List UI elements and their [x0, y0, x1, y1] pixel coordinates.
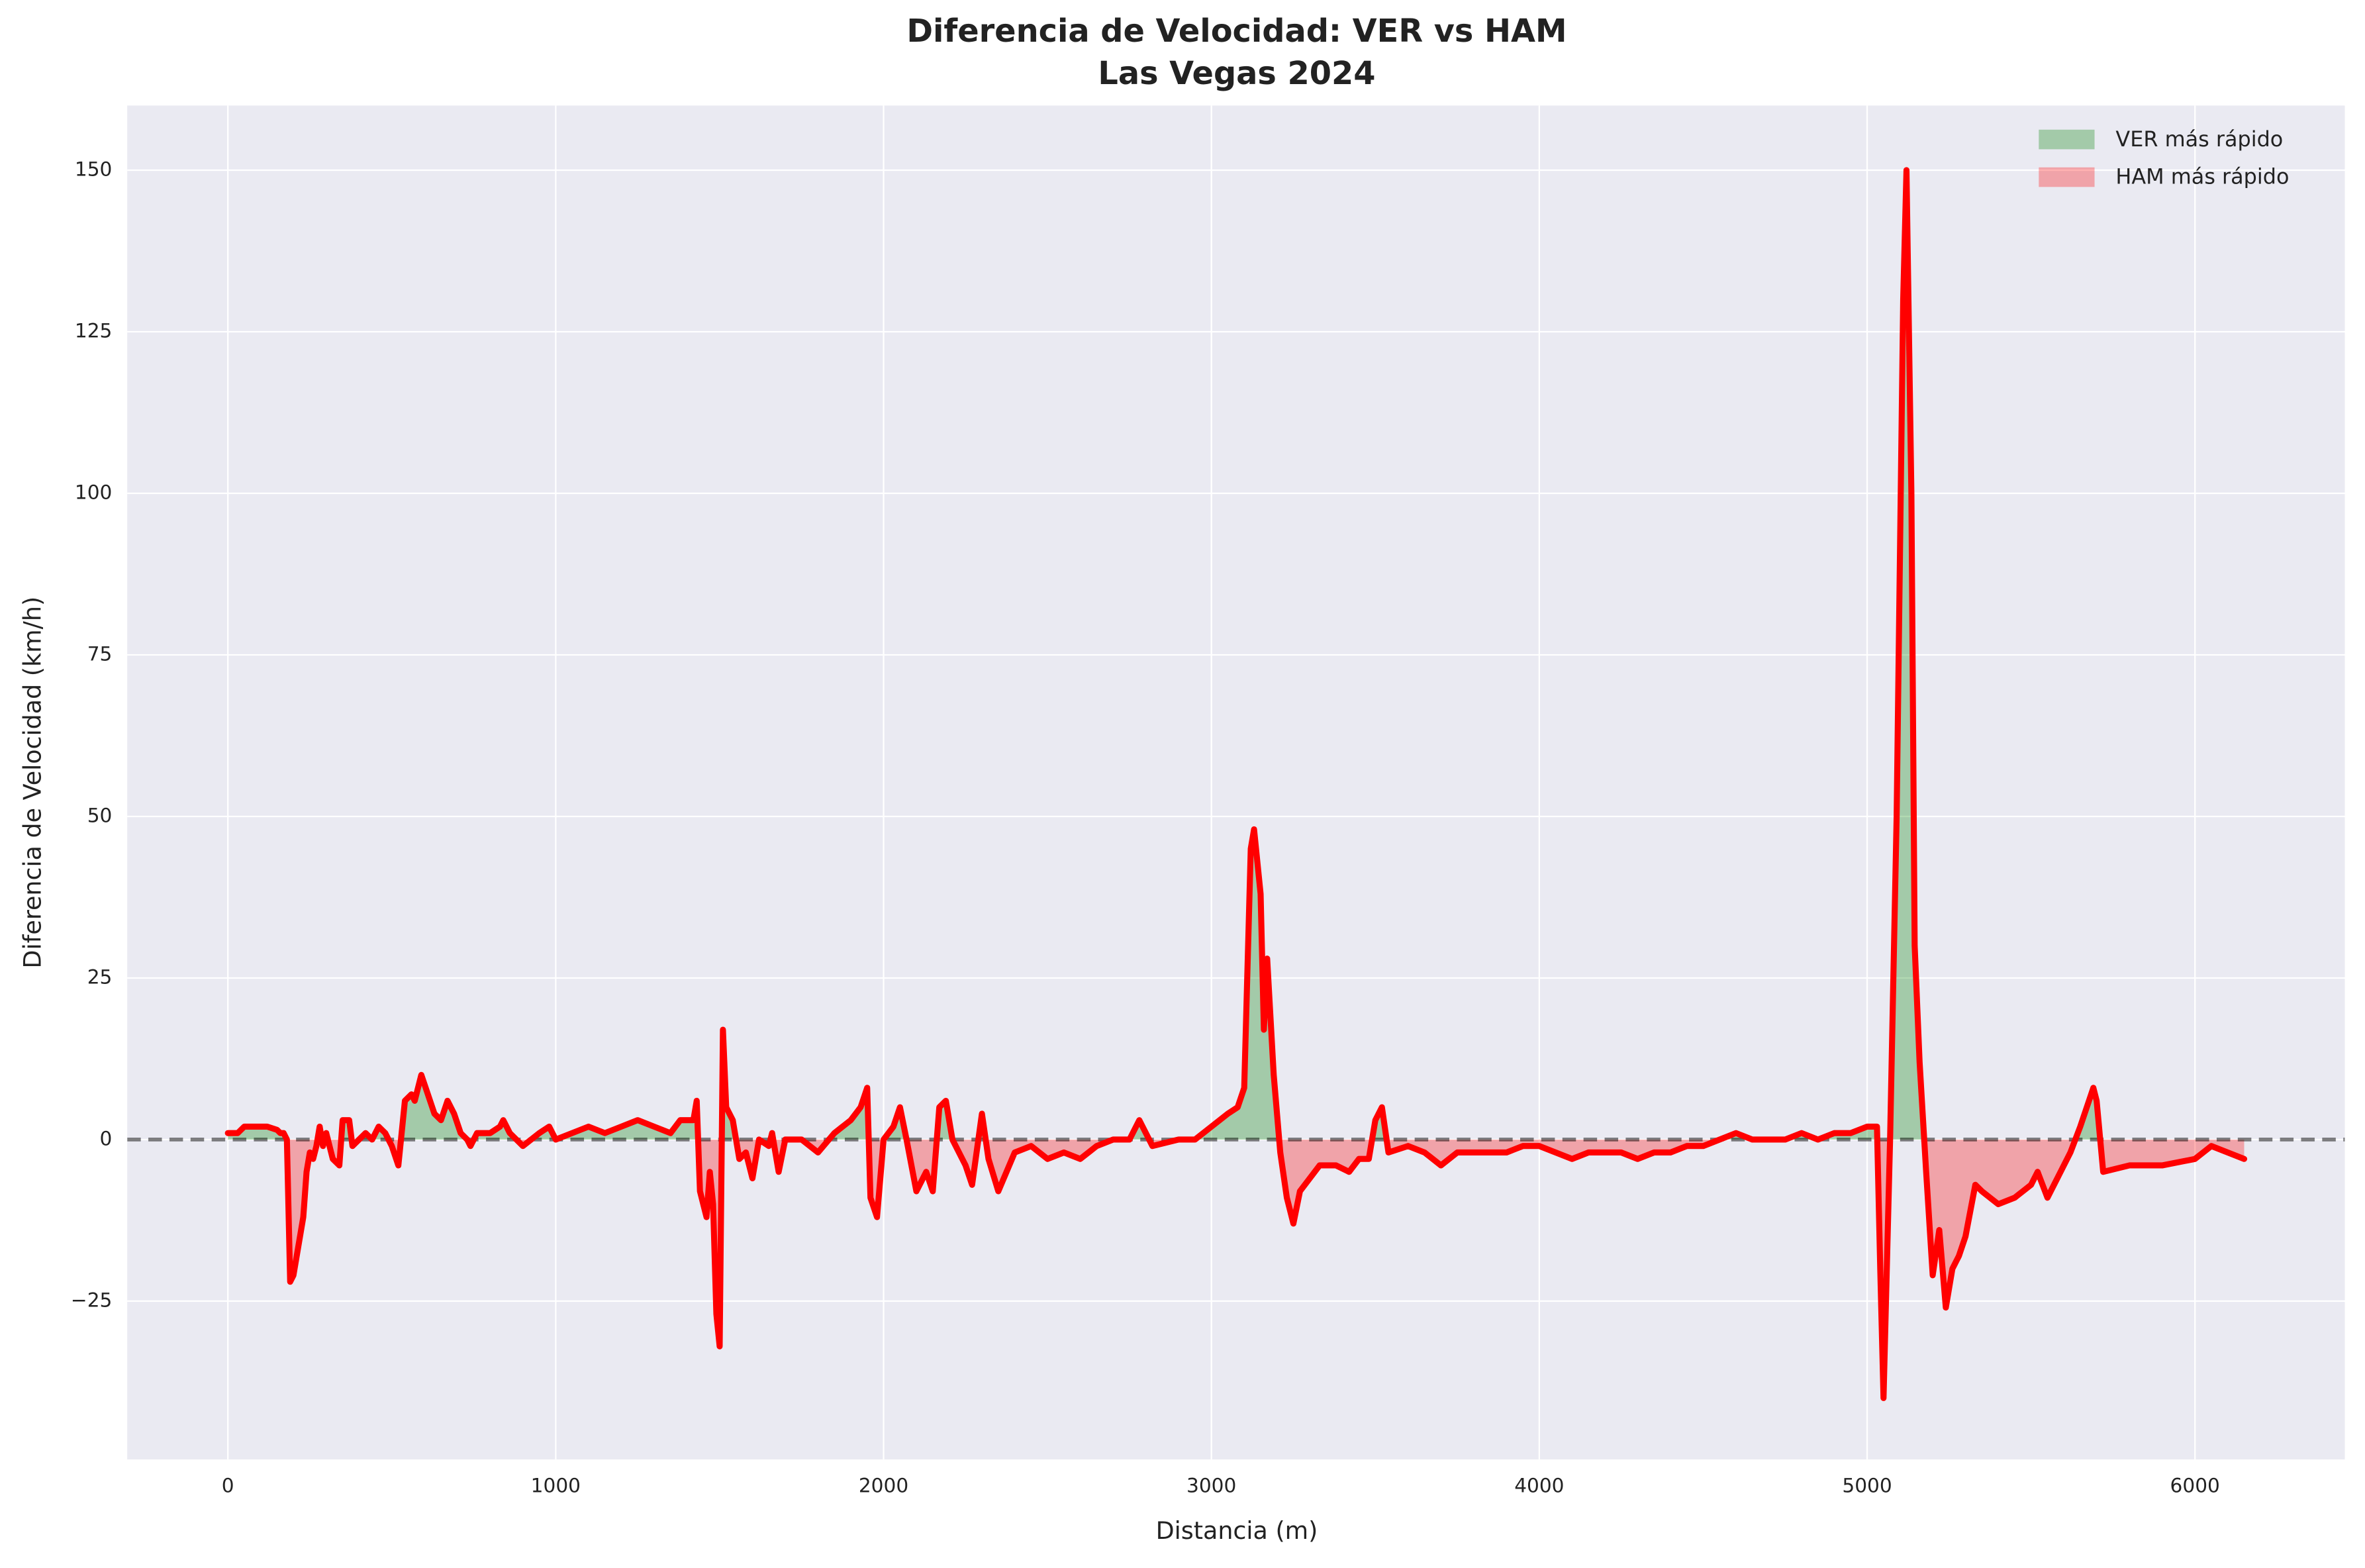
- y-tick-label: 75: [87, 642, 113, 665]
- legend-swatch: [2039, 129, 2095, 150]
- legend-label: HAM más rápido: [2115, 164, 2289, 189]
- area-fill: [287, 1139, 2244, 1398]
- x-tick-label: 3000: [1186, 1475, 1236, 1497]
- legend-swatch: [2039, 167, 2095, 187]
- chart-title: Diferencia de Velocidad: VER vs HAM: [906, 13, 1567, 50]
- chart-subtitle: Las Vegas 2024: [1098, 56, 1375, 92]
- x-tick-label: 4000: [1514, 1475, 1564, 1497]
- x-tick-label: 2000: [859, 1475, 908, 1497]
- y-tick-label: 25: [87, 965, 113, 988]
- x-tick-label: 1000: [531, 1475, 581, 1497]
- y-tick-label: 0: [100, 1127, 113, 1150]
- y-tick-label: −25: [71, 1289, 112, 1311]
- y-tick-label: 100: [75, 481, 113, 503]
- x-tick-label: 0: [222, 1475, 234, 1497]
- y-axis-label: Diferencia de Velocidad (km/h): [18, 597, 46, 969]
- legend-label: VER más rápido: [2115, 126, 2283, 152]
- plot-background: [127, 105, 2345, 1460]
- y-tick-label: 50: [87, 804, 113, 826]
- y-tick-label: 125: [75, 319, 113, 342]
- plot-layer: [127, 167, 2345, 1401]
- x-tick-label: 6000: [2170, 1475, 2220, 1497]
- x-axis-label: Distancia (m): [1156, 1516, 1318, 1545]
- line: [224, 167, 2248, 1401]
- x-tick-label: 5000: [1842, 1475, 1892, 1497]
- y-tick-label: 150: [75, 158, 113, 180]
